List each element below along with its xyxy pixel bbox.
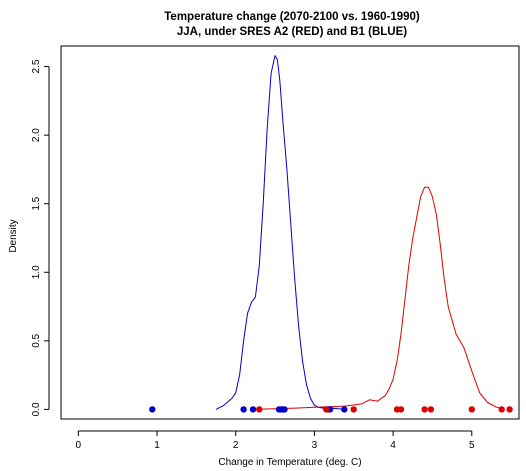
y-tick-label: 2.0 <box>31 128 42 142</box>
y-axis: 0.0 0.5 1.0 1.5 2.0 2.5 <box>31 59 50 416</box>
observation-point-2 <box>468 406 475 413</box>
y-tick-label: 1.0 <box>31 265 42 279</box>
plot-frame <box>60 45 520 420</box>
x-tick-label: 0 <box>76 440 82 451</box>
density-curve-2 <box>251 186 504 410</box>
density-curve-1 <box>215 55 346 410</box>
observation-point-2 <box>350 406 357 413</box>
x-tick-label: 2 <box>233 440 239 451</box>
observation-point-2 <box>397 406 405 413</box>
x-axis: 0 1 2 3 4 5 <box>76 430 475 451</box>
x-tick-label: 4 <box>390 440 396 451</box>
observation-point-2 <box>427 406 435 413</box>
y-tick-label: 0.0 <box>31 402 42 416</box>
observation-point-2 <box>421 406 428 413</box>
y-tick-label: 1.5 <box>31 196 42 210</box>
observation-point-1 <box>249 406 257 413</box>
observation-point-2 <box>498 406 505 413</box>
x-tick-label: 5 <box>469 440 475 451</box>
density-series-layer <box>215 55 504 410</box>
observation-points-layer <box>149 406 513 413</box>
observation-point-2 <box>256 406 263 413</box>
observation-point-1 <box>149 406 156 413</box>
y-axis-label: Density <box>8 219 19 252</box>
y-tick-label: 0.5 <box>31 333 42 347</box>
observation-point-2 <box>323 406 330 413</box>
chart-subtitle: JJA, under SRES A2 (RED) and B1 (BLUE) <box>177 26 407 38</box>
x-tick-label: 1 <box>154 440 160 451</box>
chart-title: Temperature change (2070-2100 vs. 1960-1… <box>164 11 420 23</box>
y-tick-label: 2.5 <box>31 59 42 73</box>
observation-point-1 <box>341 406 348 413</box>
x-tick-label: 3 <box>312 440 318 451</box>
x-axis-label: Change in Temperature (deg. C) <box>218 457 361 468</box>
observation-point-2 <box>506 406 513 413</box>
observation-point-1 <box>281 406 288 413</box>
observation-point-1 <box>240 406 247 413</box>
